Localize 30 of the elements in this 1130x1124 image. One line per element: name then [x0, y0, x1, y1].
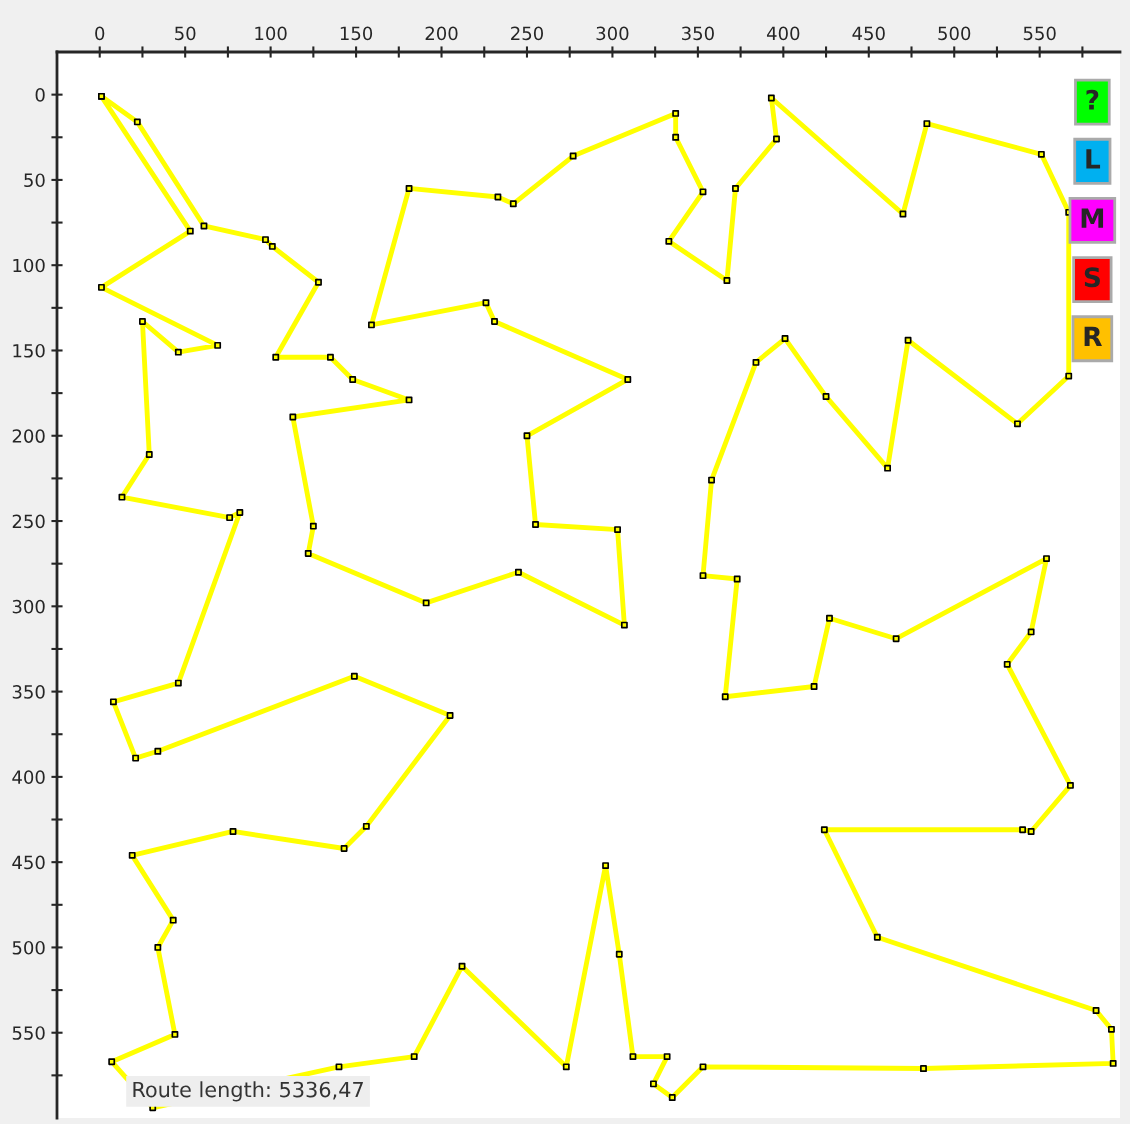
- annotation: ?: [1086, 89, 1099, 110]
- y-tick-label: 250: [12, 514, 45, 529]
- x-tick-label: 100: [255, 26, 287, 41]
- y-tick-label: 0: [35, 88, 45, 102]
- x-tick-label: 250: [511, 26, 544, 41]
- x-tick-label: 350: [682, 26, 714, 41]
- y-tick-label: 300: [12, 599, 45, 614]
- y-tick-label: 500: [12, 940, 45, 955]
- x-tick-label: 0: [95, 26, 105, 41]
- annotation: L: [1086, 149, 1101, 169]
- y-tick-label: 400: [12, 770, 45, 784]
- x-tick-label: 450: [852, 26, 885, 41]
- x-tick-label: 550: [1023, 26, 1056, 41]
- y-tick-label: 450: [12, 855, 45, 870]
- annotation: R: [1084, 326, 1102, 347]
- x-tick-label: 300: [596, 26, 629, 41]
- annotation: Route length: 5336,47: [133, 1081, 363, 1102]
- x-tick-label: 400: [766, 26, 800, 41]
- annotation: S: [1084, 267, 1100, 288]
- y-tick-label: 350: [12, 685, 45, 699]
- y-tick-label: 50: [24, 173, 45, 188]
- x-tick-label: 200: [425, 26, 458, 41]
- y-tick-label: 150: [13, 343, 45, 358]
- x-tick-label: 150: [340, 26, 373, 41]
- y-tick-label: 100: [13, 258, 45, 273]
- annotation: M: [1081, 208, 1104, 228]
- x-tick-label: 500: [938, 26, 971, 41]
- y-tick-label: 550: [12, 1026, 45, 1040]
- y-tick-label: 200: [12, 429, 45, 443]
- x-tick-label: 50: [175, 26, 196, 41]
